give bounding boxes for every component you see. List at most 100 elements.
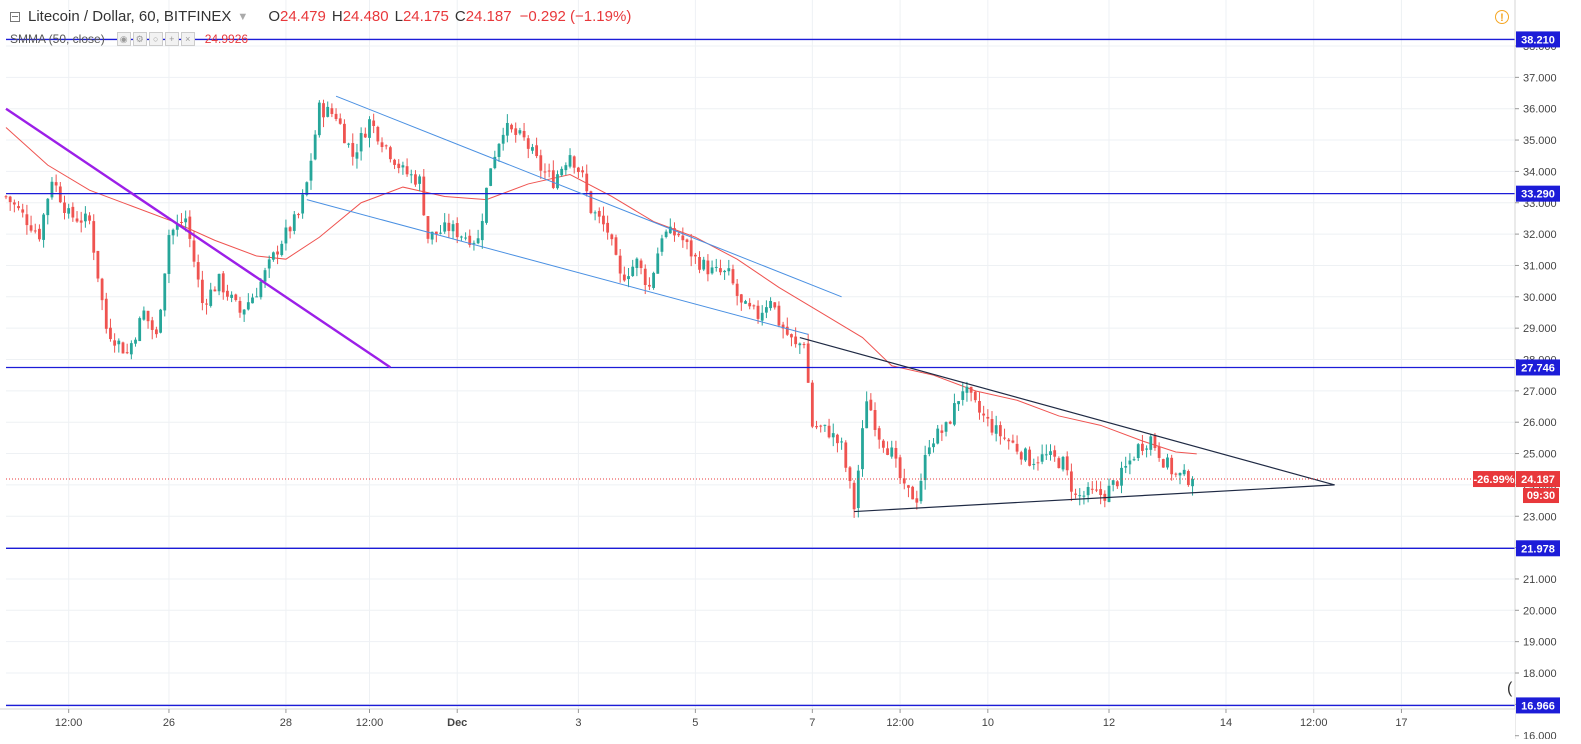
source-icon[interactable]: ○ — [148, 32, 163, 46]
candle-up — [652, 272, 655, 288]
candle-down — [978, 401, 981, 413]
candle-up — [159, 309, 162, 333]
low-value: 24.175 — [402, 8, 449, 25]
candle-down — [610, 234, 614, 240]
warning-icon[interactable]: ! — [1495, 10, 1509, 24]
candle-up — [284, 227, 288, 244]
candle-down — [689, 240, 693, 257]
price-tick-label: 31.000 — [1523, 260, 1557, 272]
candle-down — [606, 222, 610, 233]
candle-down — [1186, 470, 1190, 486]
chart-legend: Litecoin / Dollar, 60, BITFINEX ▼ O 24.47… — [0, 0, 720, 52]
candle-up — [890, 447, 894, 457]
candle-up — [171, 229, 175, 236]
candle-down — [1174, 473, 1178, 475]
indicator-label[interactable]: SMMA (50, close) — [10, 32, 105, 46]
candle-up — [518, 130, 522, 134]
candle-down — [25, 214, 29, 226]
trendline-channel[interactable] — [335, 95, 842, 298]
collapse-icon[interactable] — [10, 11, 20, 22]
candle-down — [21, 209, 25, 213]
candle-down — [873, 409, 877, 430]
candle-down — [150, 320, 154, 330]
smma-polyline[interactable] — [5, 127, 1197, 455]
time-tick-label: 12:00 — [1300, 717, 1328, 729]
candle-down — [739, 294, 743, 303]
candle-up — [744, 301, 747, 304]
last-price-label: 24.187 — [1521, 474, 1555, 486]
candle-down — [685, 239, 689, 243]
candle-down — [877, 428, 881, 440]
level-price-label: 38.210 — [1521, 34, 1555, 46]
candle-down — [836, 434, 839, 444]
candle-up — [1136, 444, 1140, 459]
trendlines[interactable] — [5, 95, 1335, 513]
trendline-triangle[interactable] — [799, 336, 1335, 486]
remove-icon[interactable]: × — [180, 32, 195, 46]
horizontal-levels[interactable] — [6, 38, 1515, 707]
candle-down — [806, 343, 810, 383]
candle-up — [635, 258, 639, 268]
trendline-triangle[interactable] — [854, 484, 1335, 513]
high-value: 24.480 — [342, 8, 389, 25]
visibility-icon[interactable]: ◉ — [116, 32, 131, 46]
candle-down — [109, 327, 112, 340]
candle-up — [1024, 448, 1027, 461]
candle-up — [664, 231, 668, 237]
candle-down — [322, 103, 325, 118]
candle-up — [919, 480, 923, 502]
grid — [6, 0, 1515, 737]
level-price-tag — [1516, 31, 1560, 48]
trendline-channel[interactable] — [306, 199, 809, 335]
time-tick-label: 12:00 — [356, 717, 384, 729]
candle-down — [756, 305, 760, 319]
candle-down — [414, 174, 417, 185]
level-price-label: 33.290 — [1521, 189, 1555, 201]
candle-down — [1011, 440, 1015, 443]
candle-down — [815, 426, 818, 428]
candle-down — [898, 457, 902, 479]
price-tick-label: 37.000 — [1523, 72, 1557, 84]
candle-up — [259, 281, 263, 298]
candle-up — [430, 231, 434, 240]
candle-down — [1015, 443, 1019, 452]
price-tick-label: 35.000 — [1523, 135, 1557, 147]
change-percent-label: -26.99% — [1474, 474, 1515, 486]
candle-up — [865, 401, 869, 429]
candle-down — [226, 290, 229, 297]
candle-up — [326, 106, 330, 117]
trendline-purple[interactable] — [5, 107, 392, 369]
time-scale-background[interactable] — [0, 709, 1515, 739]
level-price-label: 16.966 — [1521, 700, 1555, 712]
candle-down — [1007, 439, 1011, 442]
candle-up — [217, 273, 221, 292]
change-percent-tag — [1473, 471, 1515, 488]
candle-up — [1107, 485, 1111, 503]
candle-up — [117, 340, 121, 345]
candle-up — [67, 208, 71, 214]
add-icon[interactable]: + — [164, 32, 179, 46]
candle-down — [673, 228, 676, 236]
candle-down — [827, 425, 831, 438]
candle-down — [447, 222, 451, 231]
candles — [4, 99, 1194, 518]
candle-down — [146, 310, 150, 322]
candle-up — [994, 425, 998, 434]
candle-up — [246, 302, 250, 310]
price-tick-label: 18.000 — [1523, 668, 1557, 680]
candle-down — [969, 386, 973, 393]
chevron-down-icon[interactable]: ▼ — [237, 10, 249, 23]
candle-down — [234, 294, 238, 301]
candle-down — [522, 130, 526, 138]
candle-up — [175, 223, 179, 230]
candle-down — [894, 447, 898, 459]
candle-up — [1178, 472, 1182, 476]
symbol-title[interactable]: Litecoin / Dollar, 60, BITFINEX — [28, 8, 232, 25]
time-scale[interactable]: 12:00 26 28 12:00 Dec 3 5 7 12:00 10 12 14 12:00 17 — [55, 709, 1408, 729]
candle-up — [560, 168, 564, 176]
candle-down — [121, 342, 125, 354]
candle-up — [660, 238, 664, 252]
settings-icon[interactable]: ⚙ — [132, 32, 147, 46]
